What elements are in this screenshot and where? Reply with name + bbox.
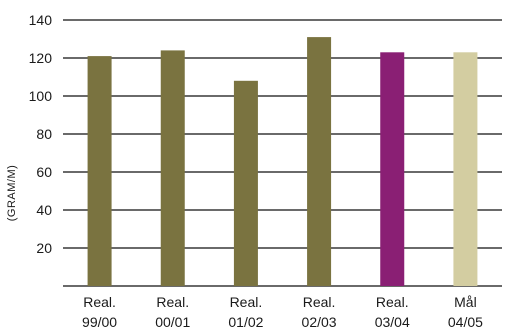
- x-tick-label: Real.: [83, 294, 116, 310]
- x-tick-label: Real.: [376, 294, 409, 310]
- bar: [307, 37, 332, 286]
- x-tick-label: Real.: [156, 294, 189, 310]
- y-tick-label: 60: [36, 164, 52, 180]
- x-tick-label: 03/04: [375, 314, 410, 330]
- category-labels: Real. 99/00 Real. 00/01 Real. 01/02 Real. 02/03…: [82, 294, 483, 330]
- x-tick-label: Real.: [230, 294, 263, 310]
- x-tick-label: Mål: [454, 294, 477, 310]
- x-tick-label: 01/02: [228, 314, 263, 330]
- y-tick-label: 100: [29, 88, 53, 104]
- y-tick-labels: 20 40 60 80 100 120 140: [29, 12, 53, 256]
- x-tick-label: 00/01: [155, 314, 190, 330]
- bar: [380, 52, 405, 286]
- x-tick-label: 04/05: [448, 314, 483, 330]
- y-axis-label: (GRAM/M): [6, 165, 18, 222]
- x-tick-label: 02/03: [302, 314, 337, 330]
- x-tick-label: 99/00: [82, 314, 117, 330]
- x-tick-label: Real.: [303, 294, 336, 310]
- bar: [233, 80, 258, 286]
- bar: [453, 52, 478, 286]
- y-tick-label: 80: [36, 126, 52, 142]
- y-tick-label: 20: [36, 240, 52, 256]
- gridlines: [63, 19, 502, 287]
- y-tick-label: 40: [36, 202, 52, 218]
- y-tick-label: 140: [29, 12, 53, 28]
- y-tick-label: 120: [29, 50, 53, 66]
- bar: [87, 56, 112, 286]
- bars: [87, 37, 478, 287]
- bar: [160, 50, 185, 287]
